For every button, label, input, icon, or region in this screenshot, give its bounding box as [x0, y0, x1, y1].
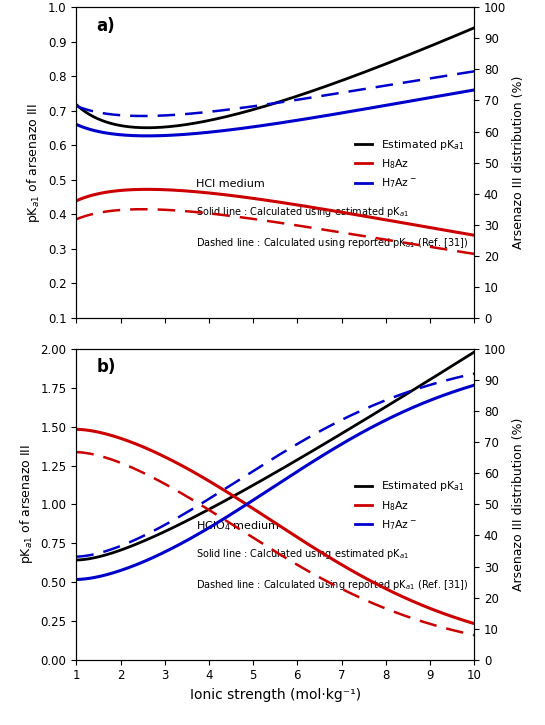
Text: Dashed line : Calculated using reported pK$_{a1}$ (Ref. [31]): Dashed line : Calculated using reported …: [196, 236, 468, 251]
Text: HCl medium: HCl medium: [196, 180, 264, 189]
Legend: Estimated pK$_{a1}$, H$_8$Az, H$_7$Az$^-$: Estimated pK$_{a1}$, H$_8$Az, H$_7$Az$^-…: [351, 133, 469, 194]
Y-axis label: pK$_{a1}$ of arsenazo III: pK$_{a1}$ of arsenazo III: [26, 102, 43, 223]
X-axis label: Ionic strength (mol·kg⁻¹): Ionic strength (mol·kg⁻¹): [190, 688, 361, 702]
Text: b): b): [96, 358, 116, 376]
Text: HClO$_4$ medium: HClO$_4$ medium: [196, 519, 280, 533]
Text: Dashed line : Calculated using reported pK$_{a1}$ (Ref. [31]): Dashed line : Calculated using reported …: [196, 579, 468, 592]
Text: a): a): [96, 17, 115, 35]
Y-axis label: Arsenazo III distribution (%): Arsenazo III distribution (%): [512, 76, 525, 249]
Text: Solid line : Calculated using estimated pK$_{a1}$: Solid line : Calculated using estimated …: [196, 205, 409, 220]
Y-axis label: pK$_{a1}$ of arsenazo III: pK$_{a1}$ of arsenazo III: [18, 444, 35, 565]
Y-axis label: Arsenazo III distribution (%): Arsenazo III distribution (%): [512, 418, 525, 591]
Legend: Estimated pK$_{a1}$, H$_8$Az, H$_7$Az$^-$: Estimated pK$_{a1}$, H$_8$Az, H$_7$Az$^-…: [351, 475, 469, 536]
Text: Solid line : Calculated using estimated pK$_{a1}$: Solid line : Calculated using estimated …: [196, 547, 409, 561]
